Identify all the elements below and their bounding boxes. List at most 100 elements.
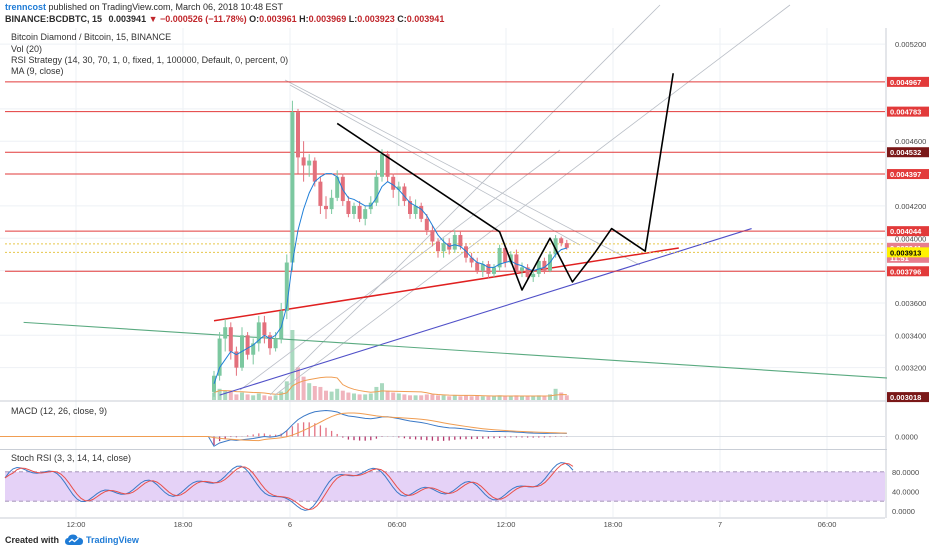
stoch-tick-label: 0.0000 (892, 507, 915, 516)
price-label-tag (887, 252, 929, 263)
volume-bar (268, 396, 272, 400)
projection-line (336, 73, 674, 291)
candle (391, 176, 396, 190)
candle (212, 375, 216, 392)
price-tick-label: 0.003400 (895, 331, 926, 340)
candle (318, 181, 323, 206)
macd-panel (0, 409, 885, 447)
volume-bar (329, 391, 334, 400)
volume-bar (335, 388, 340, 400)
stoch-band-fill (5, 471, 885, 502)
low-label: L: (348, 14, 358, 24)
publisher-name[interactable]: trenncost (5, 2, 47, 12)
volume-bar (452, 395, 457, 400)
candle (374, 176, 379, 203)
volume-bar (492, 396, 496, 400)
time-axis[interactable]: 12:00 18:00 6 06:00 12:00 18:00 7 06:00 (0, 517, 885, 529)
candlestick-series[interactable] (212, 100, 569, 397)
volume-bar (256, 393, 261, 400)
volume-bar (503, 396, 508, 400)
signal-line (0, 412, 567, 442)
volume-bar (273, 395, 278, 400)
stoch-d-line (4, 462, 574, 511)
volume-bar (374, 386, 379, 400)
price-label-tag (887, 76, 929, 87)
candle (284, 262, 289, 312)
candle (520, 267, 524, 271)
legend-stoch-rsi[interactable]: Stoch RSI (3, 3, 14, 14, close) (11, 453, 132, 463)
legend-macd[interactable]: MACD (12, 26, close, 9) (11, 406, 108, 416)
candle (268, 335, 272, 349)
legend-volume[interactable]: Vol (20) (11, 44, 43, 54)
candle (324, 205, 328, 210)
volume-bar (497, 395, 502, 400)
high-label: H: (299, 14, 309, 24)
candle (352, 205, 356, 214)
tradingview-brand[interactable]: TradingView (86, 535, 139, 545)
candle (228, 327, 233, 352)
candle (503, 247, 508, 263)
candle (452, 235, 457, 250)
price-axis[interactable]: 0.0052000.0048000.0046000.0042000.004000… (887, 28, 932, 517)
candle (424, 218, 429, 231)
stoch-rsi-band (5, 471, 885, 502)
close-label: C: (397, 14, 407, 24)
volume-bar (396, 393, 401, 400)
candle (385, 154, 390, 177)
volume-bar (380, 383, 384, 400)
volume-bar (368, 393, 373, 400)
volume-bar (307, 383, 312, 400)
candle (475, 262, 480, 271)
candle (419, 205, 424, 219)
candle (514, 254, 519, 271)
volume-bar (520, 396, 524, 400)
publish-line: trenncost published on TradingView.com, … (5, 2, 283, 12)
legend-rsi-strategy[interactable]: RSI Strategy (14, 30, 70, 1, 0, fixed, 1… (11, 55, 289, 65)
candle (480, 264, 485, 271)
volume-ma-line (213, 376, 567, 397)
candle (335, 176, 340, 198)
legend-ma[interactable]: MA (9, close) (11, 66, 64, 76)
low-value: 0.003923 (357, 14, 395, 24)
legend-title[interactable]: Bitcoin Diamond / Bitcoin, 15, BINANCE (11, 32, 172, 42)
volume-bar (559, 392, 564, 400)
volume-bar (240, 392, 244, 400)
price-tick-label: 0.004600 (895, 137, 926, 146)
candle (441, 243, 446, 252)
volume-bar (486, 396, 491, 400)
volume-bar (458, 396, 463, 400)
price-label-tag (887, 169, 929, 180)
time-tick-label: 12:00 (67, 520, 86, 529)
volume-bar (430, 394, 435, 400)
volume-bar (363, 394, 368, 400)
fan-line (274, 4, 791, 396)
price-tick-label: 0.004200 (895, 202, 926, 211)
volume-bar (514, 395, 519, 400)
time-tick-label: 18:00 (174, 520, 193, 529)
volume-bar (413, 395, 418, 400)
candle (312, 160, 317, 182)
volume-bar (279, 391, 284, 400)
volume-bar (548, 394, 552, 400)
symbol: BINANCE:BCDBTC, 15 (5, 14, 103, 24)
candle (273, 338, 278, 349)
last-price: 0.003941 (108, 14, 147, 24)
volume-bar (531, 396, 536, 400)
time-tick-label: 6 (288, 520, 292, 529)
published-text: published on TradingView.com, March 06, … (48, 2, 284, 12)
candle (408, 201, 412, 214)
candle (262, 322, 267, 336)
price-label-tag (887, 247, 929, 258)
stoch-tick-label: 40.0000 (892, 487, 919, 496)
blue-support-trendline (219, 228, 752, 396)
price-tick-label: 0.003200 (895, 364, 926, 373)
price-label-tag (887, 106, 929, 117)
ma-9-line (213, 173, 567, 384)
fan-line (284, 79, 641, 266)
volume-bar (525, 396, 530, 400)
volume-bar (464, 395, 468, 400)
time-tick-label: 18:00 (604, 520, 623, 529)
volume-bar (542, 396, 547, 400)
candle (486, 264, 491, 274)
